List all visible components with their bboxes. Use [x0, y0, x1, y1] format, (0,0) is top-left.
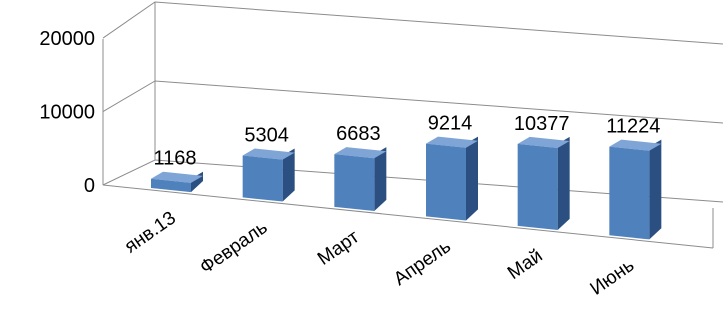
y-tick-label: 0: [84, 175, 95, 197]
y-tick-label: 20000: [39, 28, 95, 50]
bar-front: [151, 178, 191, 193]
bar-side: [466, 136, 478, 221]
category-label: Апрель: [390, 236, 455, 290]
gridline: [102, 80, 723, 124]
bar-top: [517, 136, 570, 148]
category-label: Май: [504, 245, 547, 284]
bar-side: [649, 139, 662, 240]
bar-side: [374, 147, 387, 212]
bar-front: [517, 143, 558, 230]
data-label: 9214: [428, 113, 473, 135]
bar: [334, 147, 387, 212]
bar-top: [151, 171, 203, 183]
category-label: Июнь: [587, 255, 639, 300]
data-label: 1168: [153, 148, 196, 170]
bar: [151, 171, 203, 193]
bar-front: [609, 146, 650, 240]
bar: [242, 148, 295, 202]
data-labels: 1168 5304 6683 9214 10377 11224: [153, 113, 660, 170]
bar-top: [609, 139, 662, 151]
bar: [517, 136, 570, 230]
category-label: янв.13: [121, 208, 180, 258]
bar-front: [426, 143, 466, 221]
bar: [609, 139, 662, 240]
bar-top: [426, 136, 478, 148]
bar: [426, 136, 478, 221]
gridline: [102, 1, 723, 45]
y-axis: 0 10000 20000: [39, 28, 95, 197]
y-tick-label: 10000: [39, 102, 95, 124]
data-label: 6683: [336, 123, 381, 145]
data-label: 10377: [514, 113, 570, 135]
data-label: 5304: [244, 125, 289, 147]
floor-front-edge: [102, 184, 714, 249]
bar-side: [191, 171, 203, 193]
bar-front: [242, 155, 283, 202]
bars: [151, 136, 662, 240]
bar-top: [242, 148, 295, 160]
data-label: 11224: [606, 116, 660, 138]
category-label: Март: [314, 226, 364, 269]
category-label: Февраль: [196, 217, 271, 279]
bar-front: [334, 154, 375, 212]
bar-top: [334, 147, 387, 159]
bar-side: [557, 136, 570, 230]
bar-side: [282, 148, 295, 202]
